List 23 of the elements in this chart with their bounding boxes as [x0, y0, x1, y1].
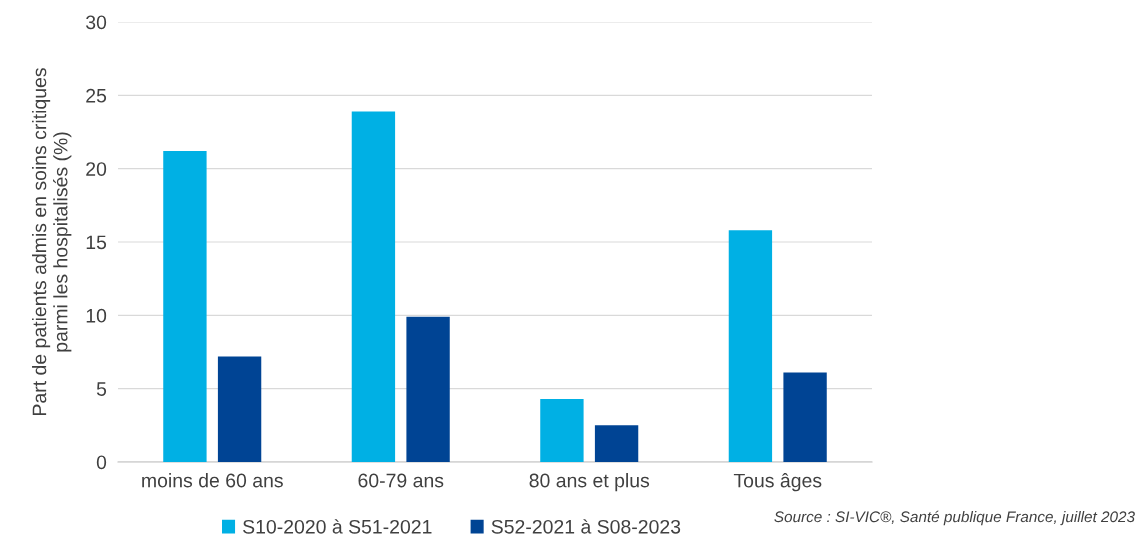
x-tick-label: 80 ans et plus [529, 473, 650, 492]
bar [217, 356, 262, 462]
bar [163, 151, 207, 462]
legend-label: S52-2021 à S08-2023 [491, 519, 681, 534]
bar [406, 316, 450, 462]
y-tick-label: 10 [86, 308, 107, 323]
x-tick-label: moins de 60 ans [142, 473, 283, 488]
x-tick-label: 60-79 ans [358, 473, 444, 488]
bar [540, 398, 584, 462]
y-tick-label: 5 [96, 382, 107, 396]
y-tick-label: 0 [96, 455, 107, 470]
bar [728, 230, 773, 462]
y-tick-label: 20 [86, 162, 107, 176]
y-tick-label: 15 [86, 235, 107, 250]
bar [783, 372, 827, 462]
x-tick-label: Tous âges [733, 473, 822, 492]
y-axis-title: Part de patients admis en soins critiques parmi les hospitalisés (%) [32, 68, 72, 415]
y-tick-label: 30 [86, 15, 107, 30]
bar [351, 111, 396, 462]
bar [594, 425, 639, 462]
y-tick-label: 25 [86, 88, 107, 103]
legend-label: S10-2020 à S51-2021 [243, 519, 432, 534]
source-note: Source : SI-VIC®, Santé publique France, juillet 2023 [774, 510, 1135, 526]
